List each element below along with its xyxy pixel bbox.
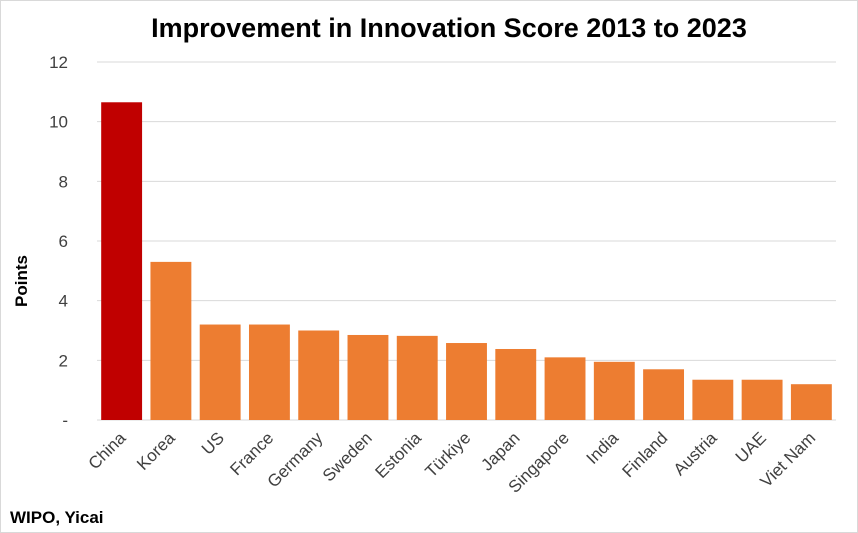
bar-austria bbox=[692, 379, 734, 420]
x-category-label: India bbox=[583, 428, 623, 468]
x-category-label: Finland bbox=[619, 428, 672, 481]
bar-estonia bbox=[396, 335, 438, 420]
x-category-label: Korea bbox=[133, 428, 179, 474]
bar-germany bbox=[298, 330, 340, 420]
bar-t-rkiye bbox=[446, 343, 487, 420]
x-category-label: Austria bbox=[670, 428, 721, 479]
bar-india bbox=[593, 361, 635, 420]
y-axis-label: Points bbox=[12, 255, 31, 307]
x-category-label: Japan bbox=[477, 428, 523, 474]
bar-sweden bbox=[347, 334, 389, 420]
y-axis-ticks: - 2 4 6 8 10 12 bbox=[49, 53, 68, 430]
bar-japan bbox=[495, 348, 537, 420]
chart-title: Improvement in Innovation Score 2013 to … bbox=[151, 13, 747, 43]
x-axis-categories: China Korea USFranceGermanySwedenEstoniaTü… bbox=[85, 428, 820, 497]
x-category-label: UAE bbox=[732, 428, 770, 466]
bar-france bbox=[248, 324, 290, 420]
x-category-label: China bbox=[85, 428, 130, 473]
y-tick-label: 6 bbox=[59, 232, 68, 251]
y-tick-label: - bbox=[62, 411, 68, 430]
y-tick-label: 2 bbox=[59, 351, 68, 370]
x-category-label: Türkiye bbox=[421, 428, 474, 481]
y-tick-label: 10 bbox=[49, 113, 68, 132]
x-category-label: Viet Nam bbox=[757, 428, 820, 491]
x-category-label: US bbox=[198, 428, 228, 458]
y-tick-label: 4 bbox=[59, 292, 68, 311]
x-category-label: Sweden bbox=[319, 428, 376, 485]
bar-viet-nam bbox=[790, 384, 832, 420]
bar-china bbox=[101, 102, 143, 421]
bar-uae bbox=[741, 379, 783, 420]
x-category-label: Germany bbox=[264, 428, 327, 491]
y-tick-label: 12 bbox=[49, 53, 68, 72]
x-category-label: Estonia bbox=[372, 428, 426, 482]
bars bbox=[101, 102, 832, 421]
bar-singapore bbox=[544, 357, 586, 420]
source-note: WIPO, Yicai bbox=[10, 508, 104, 527]
bar-finland bbox=[643, 369, 685, 420]
y-tick-label: 8 bbox=[59, 172, 68, 191]
bar-us bbox=[199, 324, 241, 420]
bar-korea bbox=[150, 261, 192, 420]
